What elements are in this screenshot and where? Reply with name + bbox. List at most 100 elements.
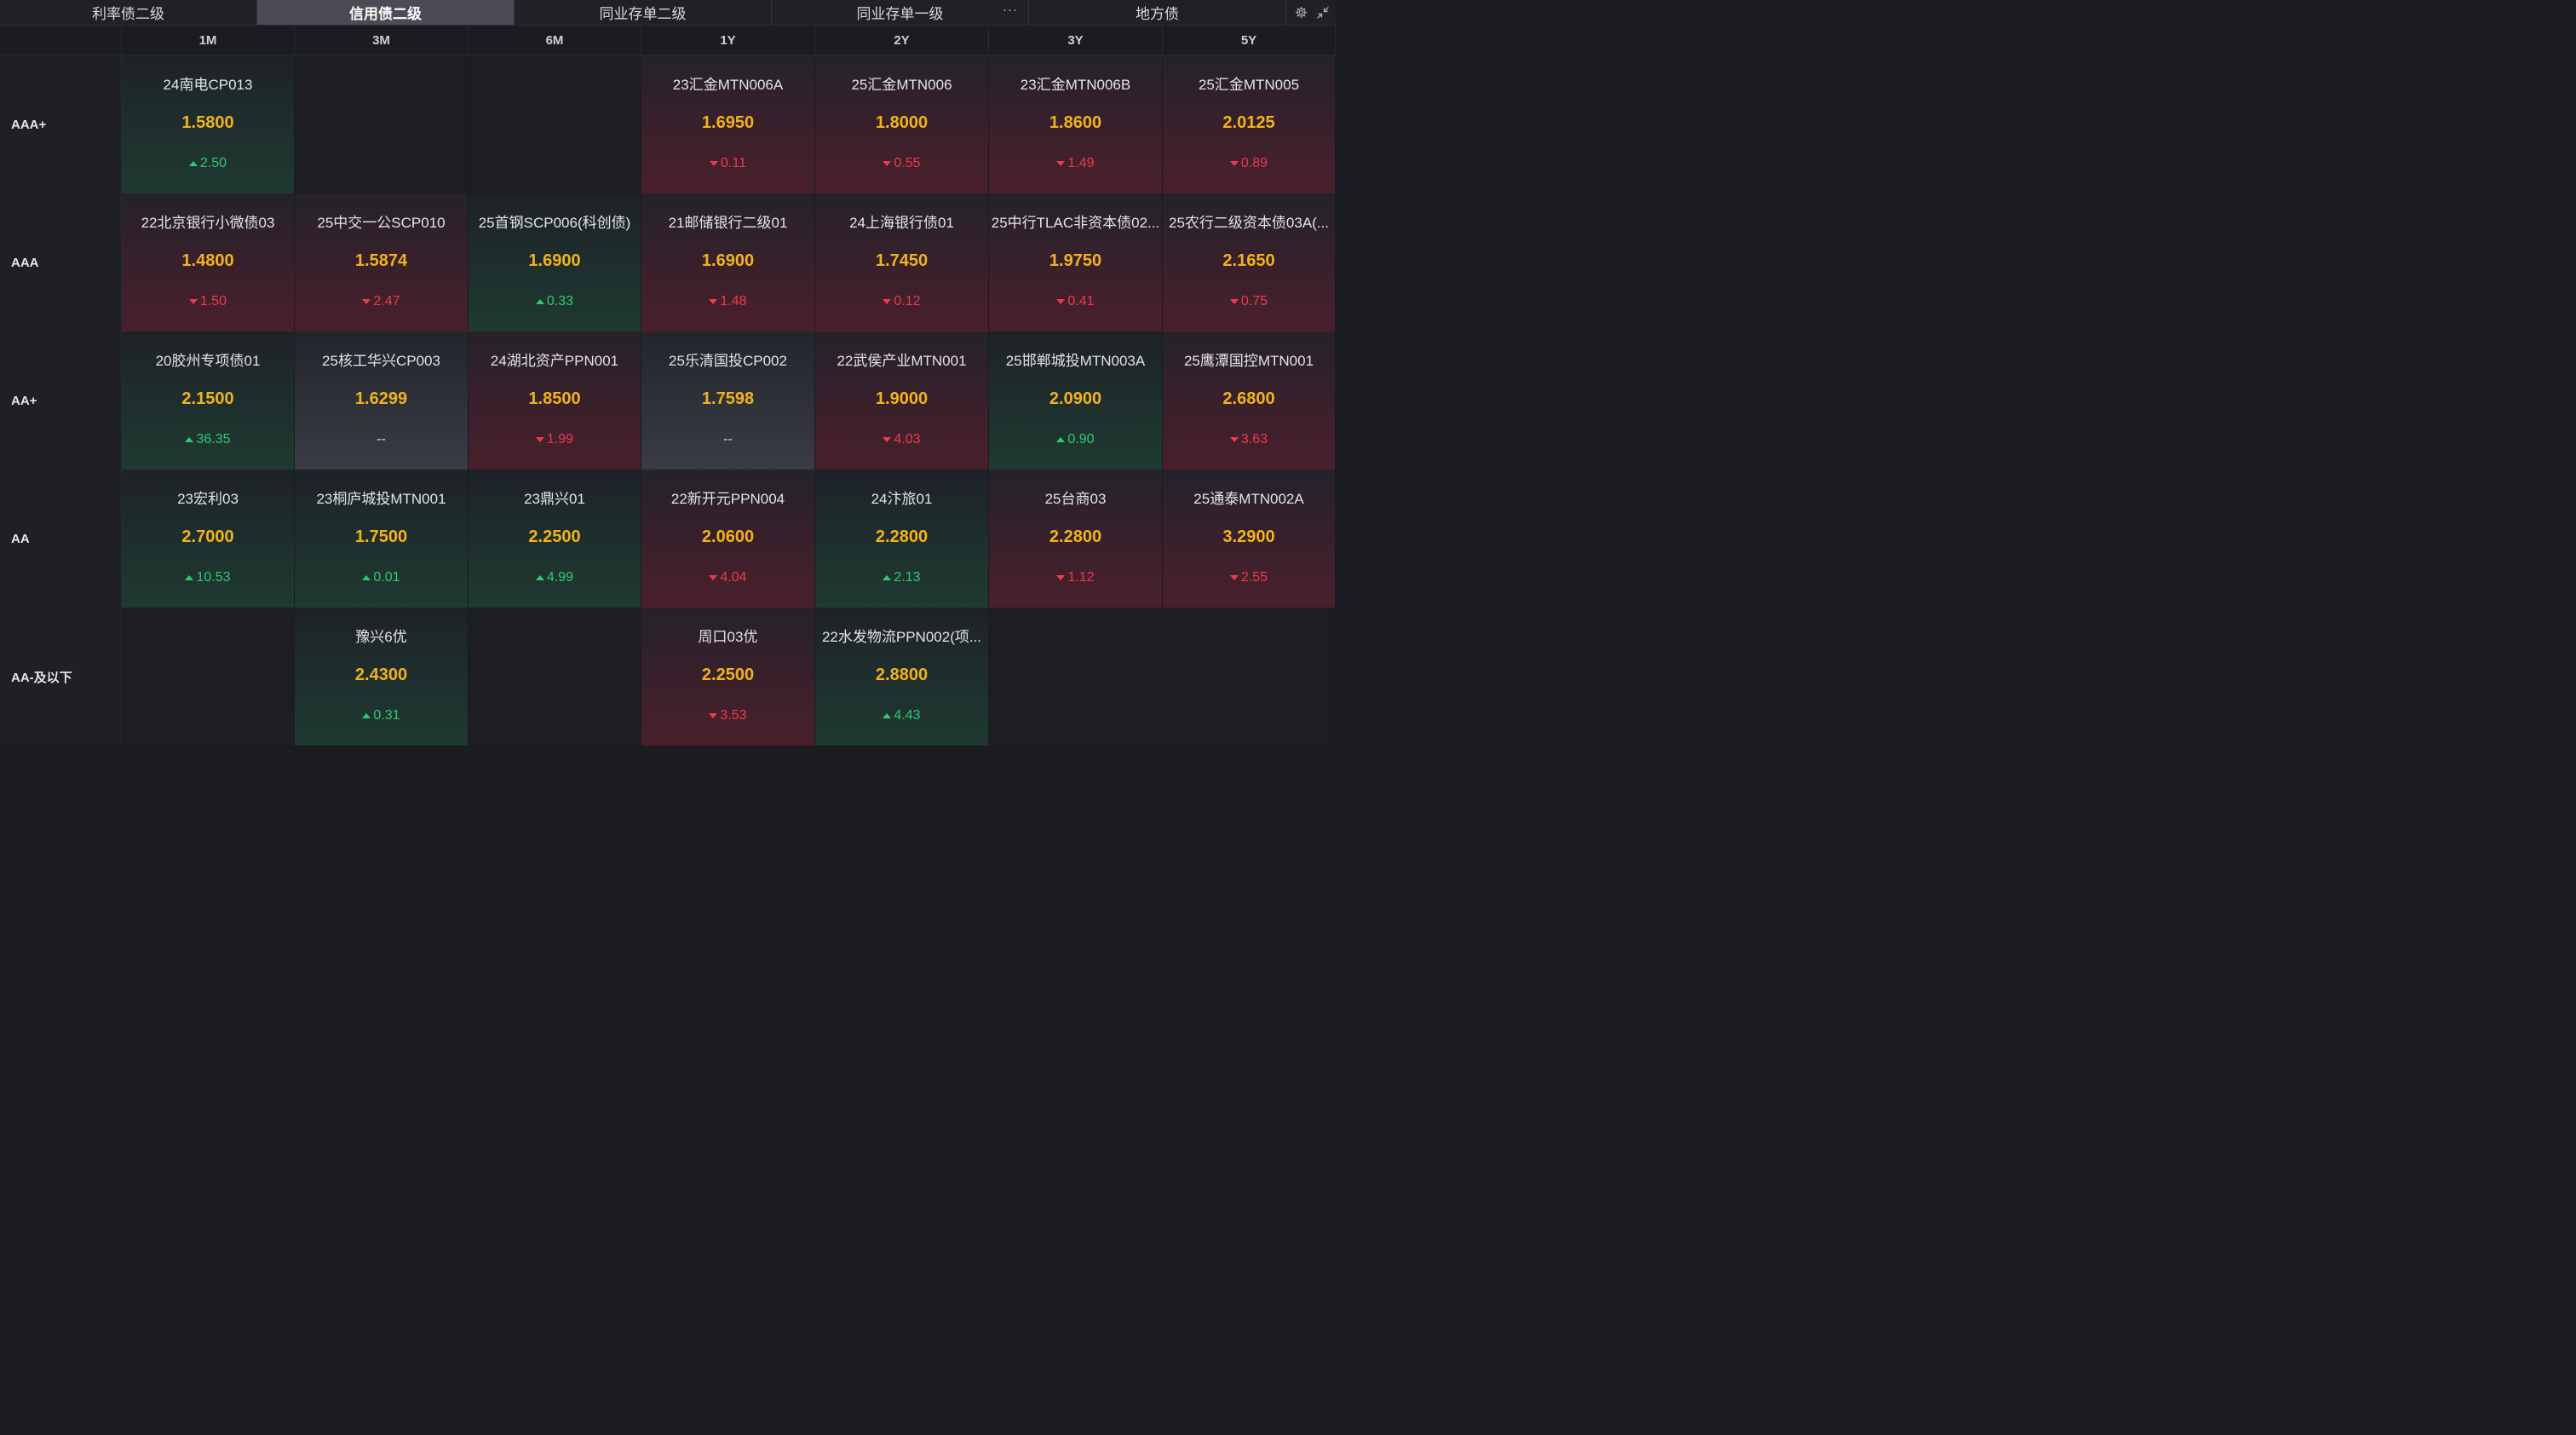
arrow-up-icon (1056, 437, 1066, 442)
bond-cell[interactable]: 24湖北资产PPN001 1.8500 1.99 (469, 331, 641, 470)
yield-change: 36.35 (122, 432, 294, 447)
gear-icon[interactable] (1293, 5, 1308, 20)
bond-cell[interactable]: 22新开元PPN004 2.0600 4.04 (641, 470, 815, 608)
bond-cell[interactable]: 25核工华兴CP003 1.6299 -- (295, 331, 469, 470)
bond-cell[interactable]: 25鹰潭国控MTN001 2.6800 3.63 (1163, 331, 1336, 470)
bond-name: 周口03优 (698, 629, 758, 645)
collapse-icon[interactable] (1315, 5, 1331, 20)
more-icon[interactable]: ··· (1003, 3, 1018, 17)
bond-cell[interactable]: 25乐清国投CP002 1.7598 -- (641, 331, 815, 470)
bond-yield: 1.7500 (354, 527, 408, 546)
bond-cell[interactable]: 周口03优 2.2500 3.53 (641, 608, 815, 746)
bond-cell[interactable]: 25汇金MTN006 1.8000 0.55 (815, 55, 989, 193)
tab-label: 利率债二级 (92, 6, 164, 22)
bond-yield: 2.0600 (701, 527, 755, 546)
bond-yield: 1.5800 (181, 113, 234, 132)
yield-change: 2.47 (295, 294, 468, 309)
bond-cell[interactable]: 23汇金MTN006A 1.6950 0.11 (641, 55, 815, 193)
column-header-row: 1M 3M 6M 1Y 2Y 3Y 5Y (0, 26, 1336, 55)
bond-name: 25首钢SCP006(科创债) (478, 215, 631, 231)
bond-cell[interactable]: 25首钢SCP006(科创债) 1.6900 0.33 (469, 193, 641, 331)
tab-label: 地方债 (1136, 6, 1179, 22)
yield-change: 0.75 (1163, 294, 1335, 309)
tab-1[interactable]: 利率债二级 (0, 0, 257, 25)
column-header[interactable]: 1M (122, 26, 295, 55)
bond-name: 24南电CP013 (163, 77, 253, 93)
tab-4[interactable]: 同业存单一级 ··· (772, 0, 1029, 25)
arrow-down-icon (883, 161, 892, 166)
bond-yield: 2.2500 (528, 527, 581, 546)
bond-cell[interactable]: 豫兴6优 2.4300 0.31 (295, 608, 469, 746)
bond-cell[interactable]: 20胶州专项债01 2.1500 36.35 (122, 331, 295, 470)
column-header[interactable]: 1Y (641, 26, 815, 55)
column-header[interactable]: 3Y (989, 26, 1163, 55)
column-header[interactable]: 5Y (1163, 26, 1336, 55)
arrow-down-icon (1229, 575, 1239, 580)
bond-yield: 2.2800 (1049, 527, 1102, 546)
bond-name: 25台商03 (1044, 491, 1107, 507)
tab-3[interactable]: 同业存单二级 (515, 0, 772, 25)
bond-name: 23汇金MTN006B (1020, 77, 1131, 93)
tab-bar: 利率债二级 信用债二级 同业存单二级 同业存单一级 ··· 地方债 (0, 0, 1336, 26)
tab-2[interactable]: 信用债二级 (257, 0, 515, 25)
bond-cell[interactable]: 23宏利03 2.7000 10.53 (122, 470, 295, 608)
change-value: 2.47 (373, 294, 400, 308)
bond-cell[interactable]: 25中行TLAC非资本债02... 1.9750 0.41 (989, 193, 1163, 331)
bond-cell[interactable]: 25邯郸城投MTN003A 2.0900 0.90 (989, 331, 1163, 470)
empty-cell (469, 608, 641, 746)
change-value: 10.53 (196, 570, 231, 585)
yield-change: 3.63 (1163, 432, 1335, 447)
bond-name: 25汇金MTN005 (1198, 77, 1300, 93)
bond-cell[interactable]: 25汇金MTN005 2.0125 0.89 (1163, 55, 1336, 193)
bond-name: 22武侯产业MTN001 (837, 353, 967, 369)
yield-change: 2.55 (1163, 570, 1335, 585)
rating-label: AAA+ (0, 55, 122, 193)
bond-cell[interactable]: 22武侯产业MTN001 1.9000 4.03 (815, 331, 989, 470)
bond-yield: 2.7000 (181, 527, 234, 546)
bond-cell[interactable]: 24汴旅01 2.2800 2.13 (815, 470, 989, 608)
arrow-down-icon (1056, 299, 1066, 304)
bond-yield: 1.4800 (181, 251, 234, 270)
bond-cell[interactable]: 23鼎兴01 2.2500 4.99 (469, 470, 641, 608)
change-value: 3.53 (720, 708, 747, 723)
arrow-up-icon (883, 575, 892, 580)
bond-name: 23鼎兴01 (524, 491, 585, 507)
change-value: 2.50 (199, 156, 227, 170)
bond-cell[interactable]: 25通泰MTN002A 3.2900 2.55 (1163, 470, 1336, 608)
table-row: AAA+ 24南电CP013 1.5800 2.50 23汇金MTN006A 1.6950… (0, 55, 1336, 194)
empty-cell (989, 608, 1163, 746)
column-header[interactable]: 3M (295, 26, 469, 55)
tab-5[interactable]: 地方债 (1029, 0, 1286, 25)
tab-label: 信用债二级 (349, 6, 422, 22)
column-header[interactable]: 2Y (815, 26, 989, 55)
bond-cell[interactable]: 25中交一公SCP010 1.5874 2.47 (295, 193, 469, 331)
change-value: 0.31 (373, 708, 400, 723)
bond-yield: 2.8800 (875, 666, 929, 684)
yield-change: 4.04 (641, 570, 814, 585)
bond-cell[interactable]: 23桐庐城投MTN001 1.7500 0.01 (295, 470, 469, 608)
change-value: 3.63 (1240, 432, 1268, 447)
bond-cell[interactable]: 23汇金MTN006B 1.8600 1.49 (989, 55, 1163, 193)
bond-cell[interactable]: 22水发物流PPN002(项... 2.8800 4.43 (815, 608, 989, 746)
tab-label: 同业存单二级 (599, 6, 687, 22)
bond-yield: 2.1650 (1222, 251, 1275, 270)
bond-cell[interactable]: 22北京银行小微债03 1.4800 1.50 (122, 193, 295, 331)
change-value: 0.90 (1067, 432, 1095, 447)
change-value: 0.11 (721, 156, 746, 170)
bond-yield: 1.7598 (701, 389, 755, 408)
bond-cell[interactable]: 25台商03 2.2800 1.12 (989, 470, 1163, 608)
bond-name: 21邮储银行二级01 (668, 215, 788, 231)
column-header[interactable]: 6M (469, 26, 641, 55)
yield-change: 0.90 (989, 432, 1162, 447)
bond-cell[interactable]: 24上海银行债01 1.7450 0.12 (815, 193, 989, 331)
change-value: 4.43 (894, 708, 921, 723)
bond-name: 25农行二级资本债03A(... (1169, 215, 1329, 231)
bond-yield: 2.4300 (354, 666, 408, 684)
bond-cell[interactable]: 24南电CP013 1.5800 2.50 (122, 55, 295, 193)
bond-name: 24上海银行债01 (849, 215, 954, 231)
change-value: 1.48 (720, 294, 747, 308)
bond-cell[interactable]: 25农行二级资本债03A(... 2.1650 0.75 (1163, 193, 1336, 331)
bond-yield: 1.9750 (1049, 251, 1102, 270)
yield-change: 3.53 (641, 708, 814, 723)
bond-cell[interactable]: 21邮储银行二级01 1.6900 1.48 (641, 193, 815, 331)
